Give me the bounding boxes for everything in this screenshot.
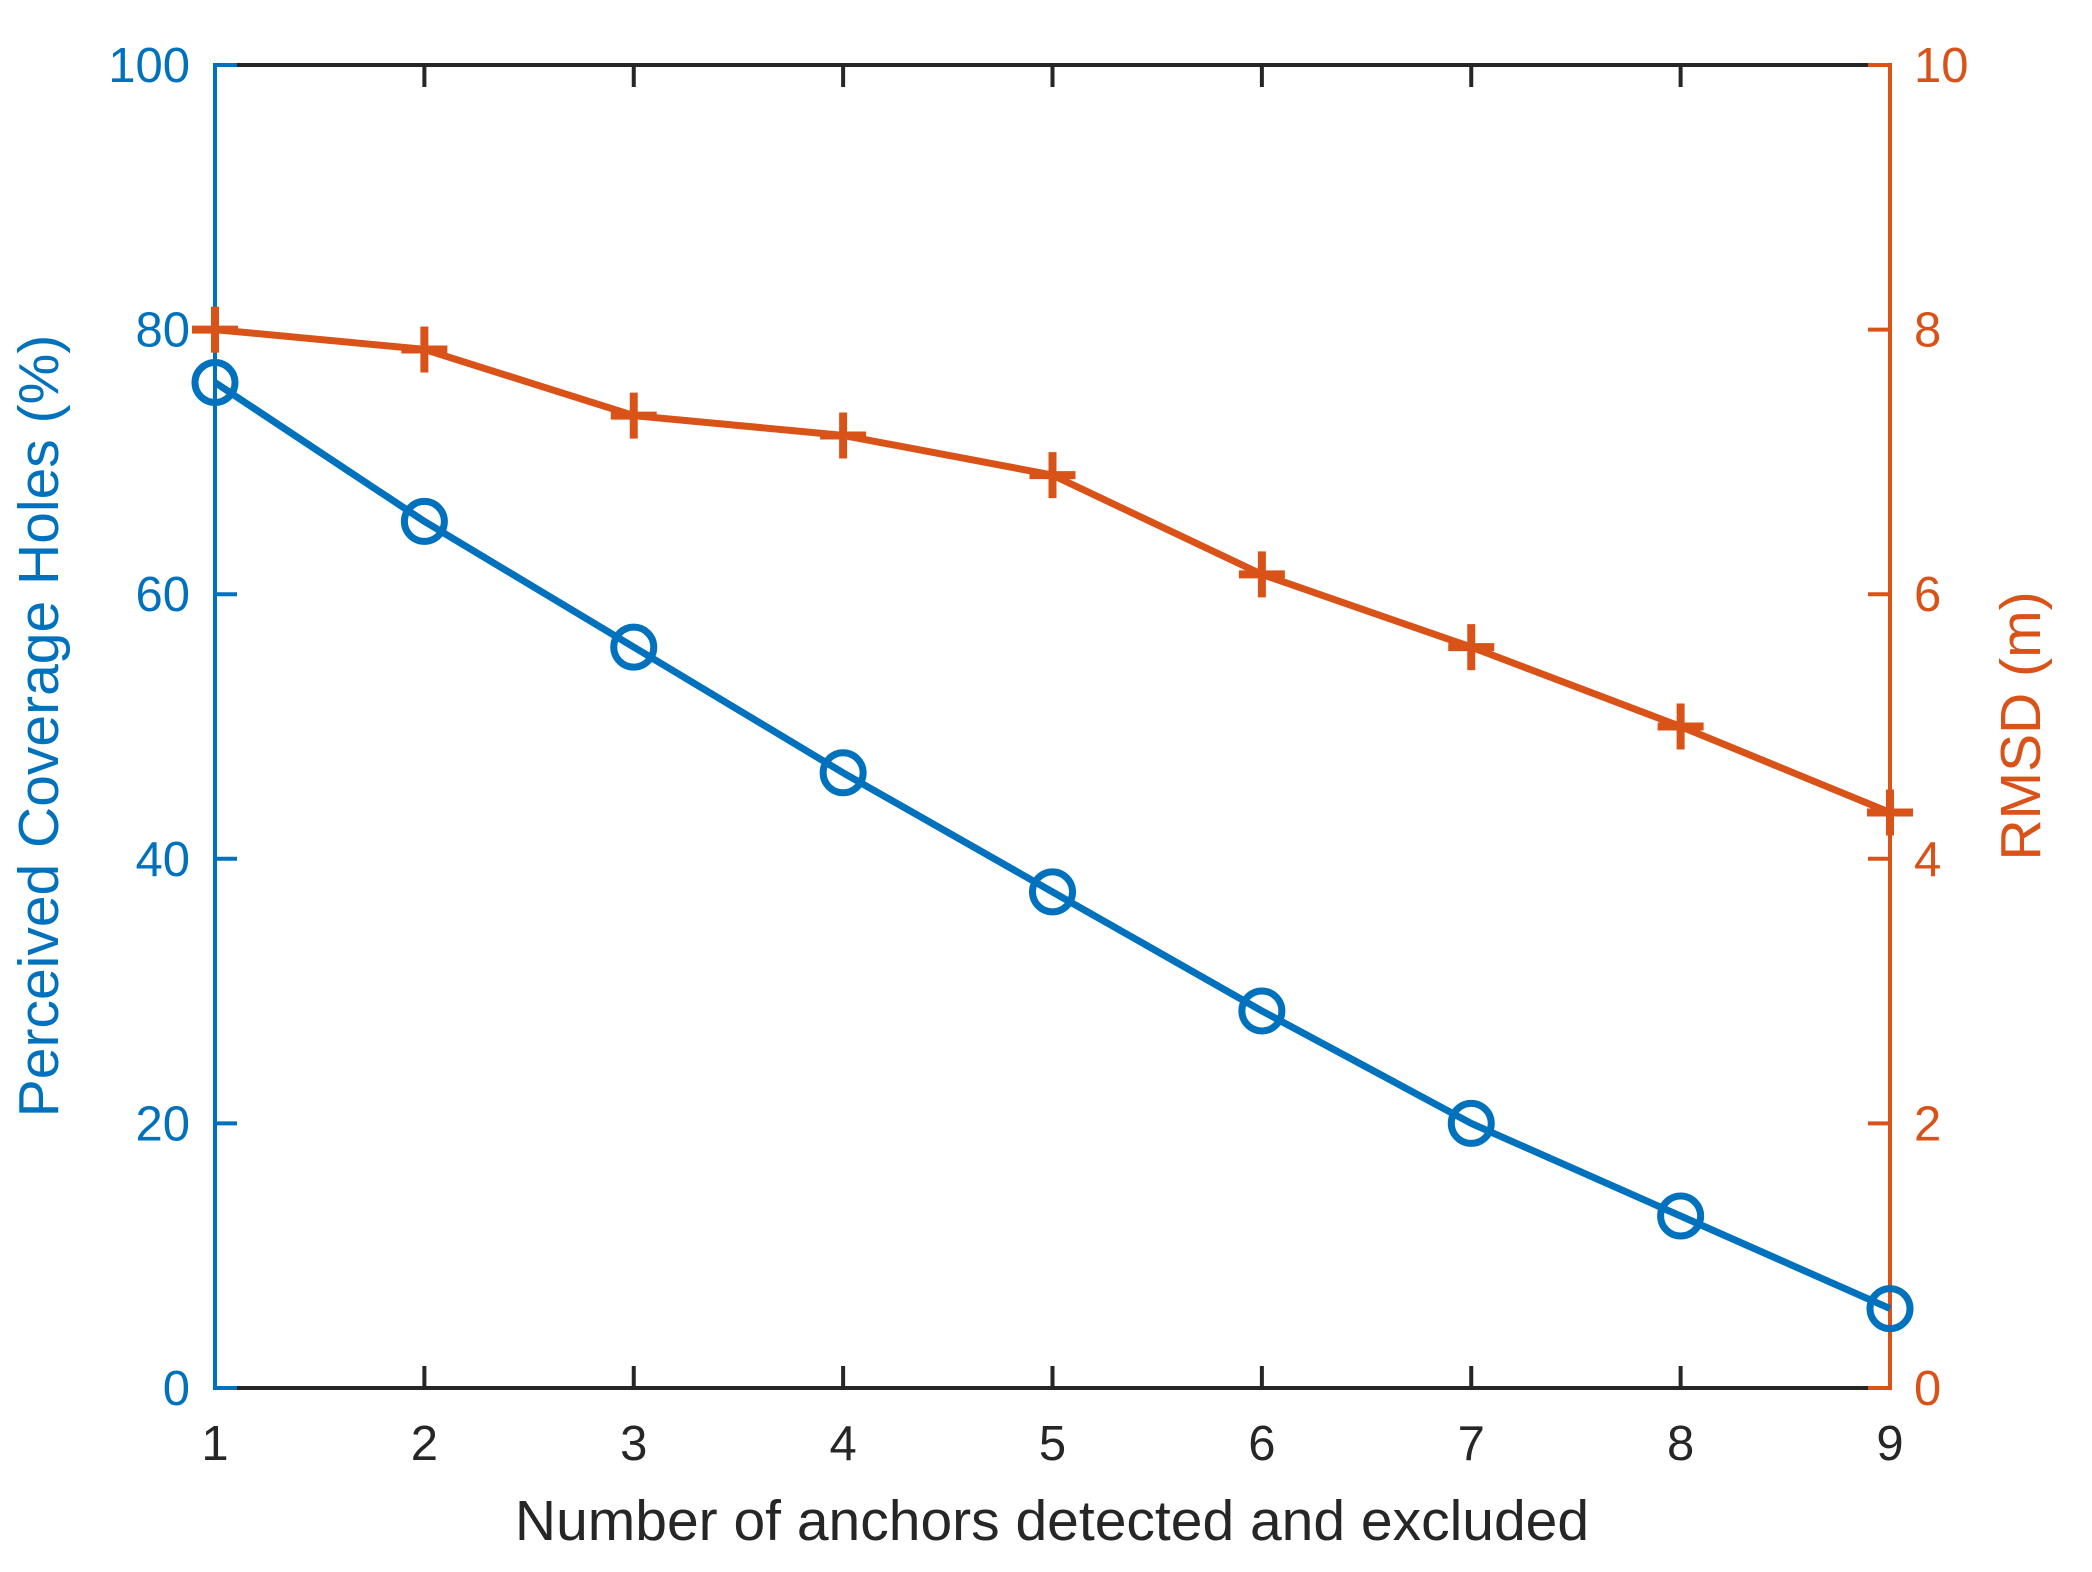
coverage-holes-marker-circle	[819, 749, 867, 797]
x-tick-label: 4	[829, 1417, 856, 1471]
x-tick-label: 9	[1876, 1417, 1903, 1471]
left-tick-label: 80	[135, 304, 190, 358]
rmsd-line	[214, 326, 1892, 816]
x-tick-label: 7	[1458, 1417, 1485, 1471]
right-tick-label: 6	[1914, 568, 1941, 622]
x-tick-label: 6	[1248, 1417, 1275, 1471]
rmsd-marker-plus	[820, 412, 867, 459]
left-tick-label: 20	[135, 1097, 190, 1151]
coverage-holes-line	[213, 379, 1892, 1312]
right-tick-label: 10	[1914, 39, 1969, 93]
rmsd-marker-plus	[401, 326, 448, 373]
right-tick-label: 4	[1914, 833, 1941, 887]
x-tick-label: 8	[1667, 1417, 1694, 1471]
x-tick-label: 1	[201, 1417, 228, 1471]
rmsd-marker-plus	[1448, 624, 1495, 671]
rmsd-marker-plus	[192, 306, 238, 353]
coverage-holes-marker-circle	[400, 497, 448, 545]
left-tick-label: 100	[108, 39, 190, 93]
right-axis-title: RMSD (m)	[1989, 591, 2053, 860]
left-tick-label: 60	[135, 568, 190, 622]
x-tick-label: 5	[1039, 1417, 1066, 1471]
coverage-holes-marker-circle	[1866, 1285, 1914, 1333]
x-tick-label: 2	[411, 1417, 438, 1471]
x-tick-label: 3	[620, 1417, 647, 1471]
rmsd-marker-plus	[1657, 703, 1704, 750]
x-axis-title: Number of anchors detected and excluded	[515, 1489, 1589, 1553]
coverage-holes-marker-circle	[1657, 1192, 1705, 1240]
left-axis-title: Perceived Coverage Holes (%)	[7, 335, 71, 1118]
coverage-holes-marker-circle	[1029, 868, 1076, 916]
left-tick-label: 40	[135, 833, 190, 887]
rmsd-marker-plus	[1867, 789, 1913, 836]
rmsd-marker-plus	[610, 392, 657, 439]
coverage-holes-marker-circle	[610, 623, 658, 671]
coverage-holes-marker-circle	[1447, 1099, 1495, 1147]
right-tick-label: 2	[1914, 1097, 1941, 1151]
coverage-holes-marker-circle	[1238, 987, 1286, 1035]
coverage-holes-marker-circle	[191, 359, 239, 407]
rmsd-marker-plus	[1029, 452, 1076, 499]
left-tick-label: 0	[163, 1362, 190, 1416]
right-tick-label: 0	[1914, 1362, 1941, 1416]
rmsd-marker-plus	[1238, 551, 1285, 598]
right-tick-label: 8	[1914, 304, 1941, 358]
